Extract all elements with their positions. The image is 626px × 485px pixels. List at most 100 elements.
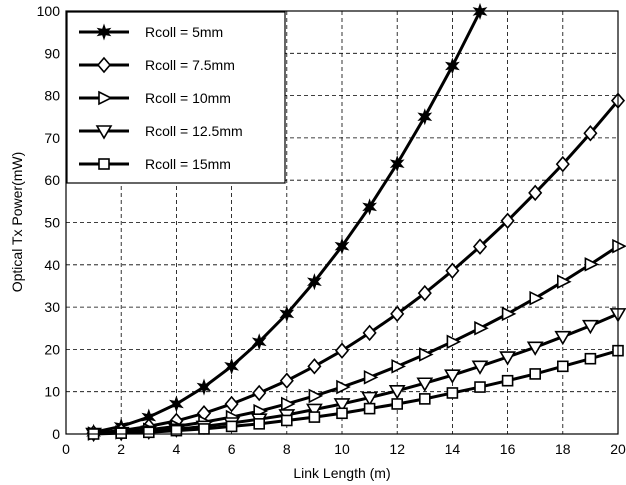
data-point	[306, 403, 323, 419]
data-point	[362, 198, 378, 216]
data-point	[444, 57, 460, 75]
y-tick-label: 90	[44, 45, 60, 61]
data-point	[555, 155, 570, 173]
x-tick-label: 16	[500, 441, 516, 457]
legend-item: Rcoll = 12.5mm	[79, 123, 243, 140]
legend-label: Rcoll = 5mm	[145, 24, 223, 40]
data-point	[556, 274, 572, 290]
data-point	[582, 319, 599, 335]
data-point	[418, 347, 434, 362]
data-point	[529, 290, 544, 306]
data-point	[251, 333, 267, 351]
data-point	[225, 420, 238, 433]
tick-labels: 0 2 4 6 8 10 12 14 16 18 20 0 10 20 30 40 50 60 70 80 90 100	[37, 3, 626, 457]
data-point	[168, 395, 184, 413]
data-point	[196, 378, 212, 396]
y-tick-label: 50	[44, 215, 60, 231]
y-tick-label: 10	[44, 384, 60, 400]
legend-marker	[96, 56, 112, 74]
data-point	[143, 426, 155, 439]
legend-marker	[95, 125, 113, 140]
data-point	[583, 125, 598, 142]
data-point	[388, 385, 406, 400]
x-tick-label: 8	[283, 441, 291, 457]
x-tick-label: 4	[173, 441, 181, 457]
series-5	[87, 344, 624, 440]
data-point	[526, 341, 544, 356]
data-point	[446, 334, 462, 350]
data-point	[334, 342, 350, 359]
data-point	[417, 284, 432, 302]
data-point	[362, 324, 377, 342]
data-point	[417, 108, 433, 126]
data-point	[389, 155, 405, 173]
legend: Rcoll = 5mm Rcoll = 7.5mm Rcoll = 10mm Rcol…	[66, 11, 286, 184]
data-point	[554, 330, 572, 346]
data-point	[391, 359, 406, 374]
data-point	[418, 393, 431, 405]
data-point	[500, 212, 515, 230]
data-point	[584, 257, 600, 272]
data-point	[446, 387, 459, 399]
data-point	[416, 377, 434, 392]
legend-item: Rcoll = 7.5mm	[79, 56, 235, 74]
legend-label: Rcoll = 7.5mm	[145, 57, 235, 73]
y-tick-label: 30	[44, 299, 60, 315]
x-tick-label: 2	[117, 441, 125, 457]
y-tick-label: 40	[44, 257, 60, 273]
data-point	[336, 379, 351, 395]
data-point	[584, 352, 597, 365]
legend-label: Rcoll = 10mm	[145, 90, 231, 106]
data-point	[280, 396, 296, 412]
data-point	[308, 411, 321, 423]
x-tick-label: 12	[389, 441, 405, 457]
data-point	[334, 237, 350, 255]
data-point	[501, 374, 514, 387]
legend-item: Rcoll = 5mm	[79, 23, 223, 41]
data-point	[529, 368, 542, 380]
data-point	[528, 184, 543, 202]
y-tick-label: 0	[52, 426, 60, 442]
data-point	[333, 398, 351, 413]
data-point	[115, 427, 127, 439]
y-tick-label: 70	[44, 130, 60, 146]
x-tick-label: 14	[445, 441, 461, 457]
data-point	[501, 306, 517, 322]
y-tick-label: 60	[44, 172, 60, 188]
data-point	[170, 424, 183, 437]
data-point	[279, 372, 294, 389]
data-point	[279, 305, 295, 323]
x-tick-label: 18	[555, 441, 571, 457]
data-point	[445, 262, 460, 279]
data-point	[252, 384, 267, 402]
data-point	[224, 357, 240, 375]
x-tick-label: 10	[334, 441, 350, 457]
series-4	[85, 308, 626, 443]
data-point	[198, 423, 210, 435]
data-point	[390, 305, 405, 323]
data-point	[363, 402, 376, 415]
data-point	[474, 381, 486, 393]
y-tick-label: 80	[44, 88, 60, 104]
data-point	[336, 407, 348, 420]
data-point	[306, 273, 322, 291]
data-point	[363, 370, 379, 385]
legend-marker	[98, 158, 110, 170]
data-point	[391, 398, 404, 410]
plot-frame	[65, 10, 619, 435]
y-tick-label: 100	[37, 3, 61, 19]
data-point	[612, 238, 626, 254]
data-point	[253, 418, 265, 430]
legend-item: Rcoll = 15mm	[79, 156, 231, 172]
data-point	[361, 391, 378, 407]
legend-label: Rcoll = 15mm	[145, 156, 231, 172]
data-point	[444, 369, 461, 384]
x-tick-label: 0	[62, 441, 70, 457]
data-point	[499, 351, 516, 366]
data-point	[474, 320, 489, 336]
legend-label: Rcoll = 12.5mm	[145, 123, 243, 139]
series-2	[86, 92, 626, 442]
data-point	[471, 360, 489, 375]
legend-marker	[96, 23, 112, 41]
